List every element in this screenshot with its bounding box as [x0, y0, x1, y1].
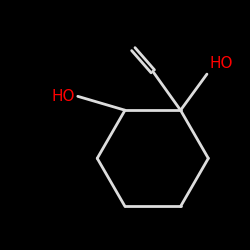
Text: HO: HO	[210, 56, 233, 71]
Text: HO: HO	[52, 89, 75, 104]
